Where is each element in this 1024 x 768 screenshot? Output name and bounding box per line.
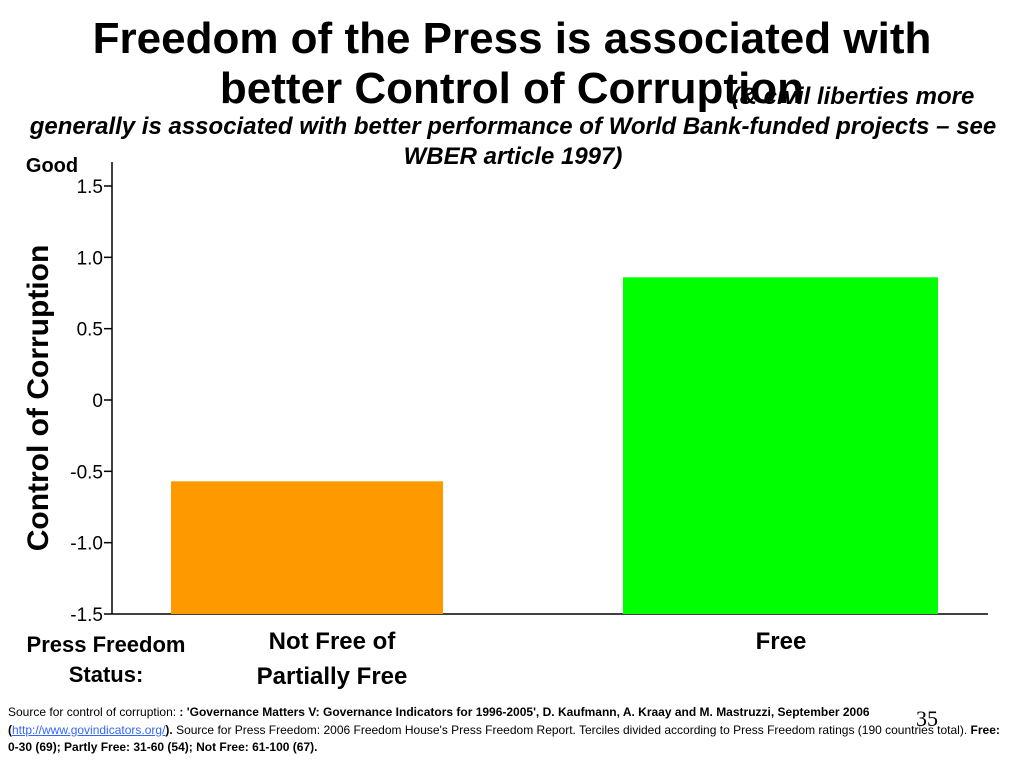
press-label-line-1: Press Freedom (26, 632, 186, 657)
y-tick-label: -1.0 (70, 534, 103, 555)
bar-not-free-or-partially-free (171, 481, 443, 614)
y-tick-label: -1.5 (70, 605, 103, 626)
y-tick-label: 0 (92, 391, 103, 412)
y-tick-label: 1.0 (77, 248, 103, 269)
category-label: Free (756, 628, 807, 655)
x-axis-title: Press Freedom Status: (4, 630, 208, 690)
title-line-1: Freedom of the Press is associated with (92, 14, 932, 63)
bar-chart: Good Control of Corruption 1.5 1.0 0.5 0 -0.… (22, 155, 988, 690)
ticks-layer: 1.5 1.0 0.5 0 -0.5 -1.0 -1.5 (70, 177, 112, 626)
footnote-governance-citation: : 'Governance Matters V: Governance Indi… (8, 705, 870, 737)
bar-free (623, 277, 938, 614)
y-tick-label: 1.5 (77, 177, 103, 198)
category-label: Partially Free (257, 663, 408, 690)
govindicators-link[interactable]: http://www.govindicators.org/ (12, 722, 166, 737)
footnote-press-freedom-source: Source for Press Freedom: 2006 Freedom H… (172, 722, 971, 737)
slide-title: Freedom of the Press is associated with … (0, 14, 1024, 114)
title-line-2: better Control of Corruption (219, 64, 805, 113)
categories-layer: Not Free of Partially Free Free (257, 628, 807, 690)
press-label-line-2: Status: (68, 662, 144, 687)
source-footnote: Source for control of corruption: : 'Gov… (8, 704, 1008, 757)
subtitle-part-1: (& civil liberties more (731, 83, 975, 110)
footnote-terciles: Free: 0-30 (69); Partly Free: 31-60 (54)… (8, 722, 1000, 755)
subtitle-part-2: generally is associated with better perf… (29, 113, 997, 170)
slide-subtitle: (& civil liberties more generally is ass… (8, 82, 1018, 172)
good-label: Good (26, 155, 78, 177)
y-tick-label: 0.5 (77, 320, 103, 341)
category-label: Not Free of (269, 628, 397, 655)
footnote-source-lead: Source for control of corruption: (8, 705, 180, 719)
footnote-citation-close: ). (165, 722, 173, 737)
y-axis-label: Control of Corruption (22, 245, 55, 552)
y-tick-label: -0.5 (70, 462, 103, 483)
slide-number: 35 (916, 706, 938, 731)
bars-layer (171, 277, 938, 614)
